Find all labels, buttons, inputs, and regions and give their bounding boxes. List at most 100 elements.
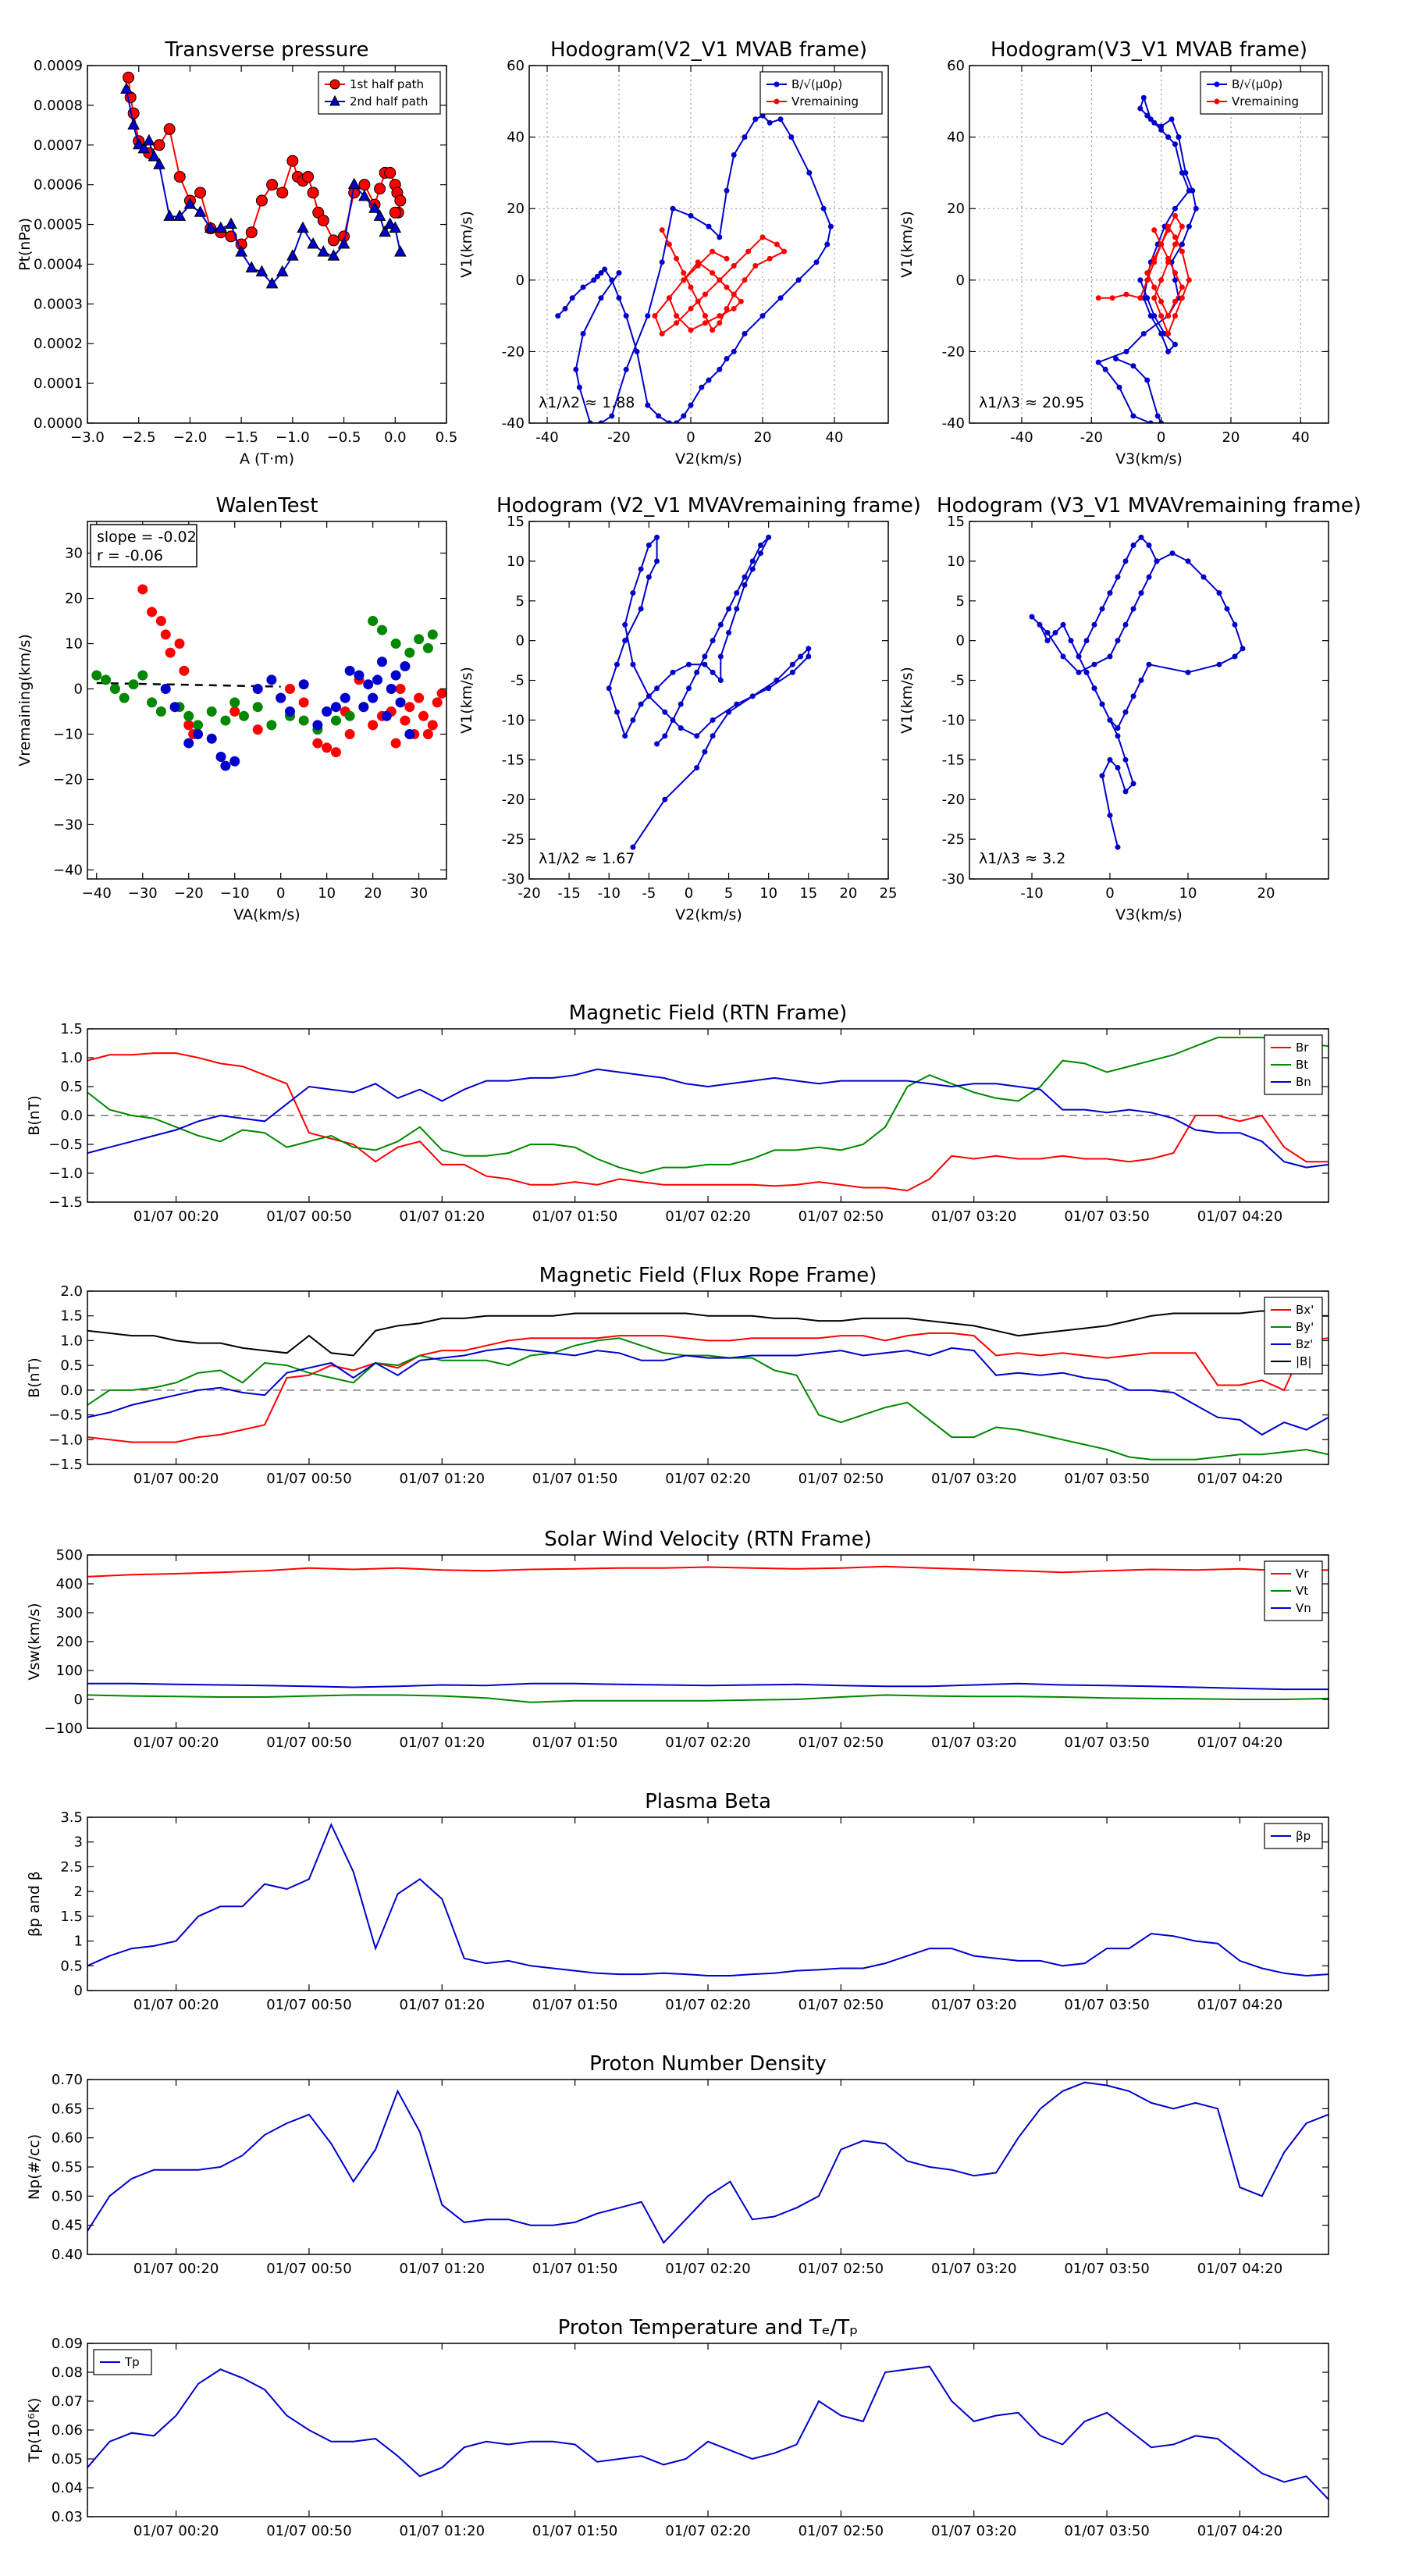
y-tick-label: 0.5: [60, 1357, 83, 1374]
scatter-point: [252, 724, 263, 735]
legend-box: [1264, 1560, 1323, 1621]
y-tick-label: 0: [74, 1692, 83, 1708]
y-tick-label: 5: [956, 593, 965, 610]
data-point: [724, 255, 730, 262]
legend-marker: [774, 81, 780, 87]
x-tick-label: −10: [220, 885, 250, 902]
data-point: [1172, 212, 1178, 219]
data-point: [699, 384, 705, 390]
data-point: [389, 206, 401, 219]
data-point: [781, 248, 788, 254]
y-tick-label: 1.5: [60, 1909, 83, 1925]
y-tick-label: 0.0008: [34, 98, 83, 114]
scatter-point: [414, 692, 425, 703]
x-tick-label: -20: [518, 885, 540, 902]
data-point: [681, 270, 687, 276]
data-point: [569, 295, 575, 301]
data-point: [1216, 590, 1222, 596]
y-tick-label: 20: [947, 201, 965, 217]
x-tick-label: 40: [826, 429, 844, 446]
data-point: [1147, 420, 1154, 423]
series-vremaining-line: [1098, 214, 1190, 336]
x-tick-label: 01/07 03:20: [931, 1208, 1016, 1225]
data-point: [717, 621, 724, 628]
x-tick-label: 01/07 02:50: [799, 1208, 884, 1225]
data-point: [688, 284, 694, 290]
scatter-point: [229, 756, 240, 767]
data-point: [1172, 234, 1178, 240]
data-point: [789, 661, 795, 667]
legend-label: Vt: [1296, 1584, 1308, 1598]
data-point: [710, 733, 716, 739]
data-point: [738, 298, 744, 304]
data-point: [120, 82, 133, 94]
data-point: [789, 669, 795, 675]
series-0-line: [1031, 535, 1244, 848]
plot-frame: [87, 65, 447, 424]
annotation-text: λ1/λ2 ≈ 1.88: [539, 394, 635, 411]
data-point: [368, 201, 381, 213]
data-point: [1091, 621, 1097, 628]
x-tick-label: 0.5: [436, 429, 458, 446]
x-tick-label: 01/07 00:50: [266, 1735, 351, 1751]
data-point: [820, 205, 827, 212]
transverse-pressure-panel: Transverse pressure −3.0 −2.5 −2.0 −1.5 −1.0−…: [16, 38, 457, 468]
series-bt-line: [87, 1037, 1329, 1175]
x-axis-label: VA(km/s): [233, 906, 300, 923]
data-point: [742, 134, 748, 141]
y-tick-label: -20: [502, 792, 525, 808]
data-point: [598, 270, 604, 276]
data-point: [1044, 638, 1051, 644]
x-tick-label: 0: [1157, 429, 1165, 446]
y-tick-label: 0: [956, 272, 965, 289]
data-point: [1109, 295, 1115, 301]
y-tick-label: −1.5: [48, 1457, 83, 1473]
data-point: [1186, 223, 1192, 229]
data-point: [659, 331, 665, 336]
scatter-point: [229, 697, 240, 708]
data-point: [1052, 629, 1058, 635]
data-point: [654, 534, 660, 540]
data-point: [710, 669, 716, 675]
x-tick-label: 10: [318, 885, 336, 902]
series-0-line: [608, 535, 809, 848]
y-tick-label: 200: [56, 1634, 83, 1650]
scatter-point: [220, 715, 231, 726]
x-tick-label: 01/07 03:20: [931, 2523, 1016, 2539]
scatter-point: [183, 710, 194, 721]
data-point: [731, 262, 737, 269]
scatter-point: [381, 710, 392, 721]
legend-label: B/√(μ0ρ): [791, 77, 842, 91]
scatter-point: [91, 670, 102, 681]
y-tick-label: -10: [502, 712, 525, 728]
y-tick-label: 30: [65, 546, 83, 562]
annotation-text: r = -0.06: [97, 547, 163, 564]
data-point: [674, 255, 680, 262]
data-point: [734, 590, 740, 596]
scatter-point: [414, 634, 425, 645]
chart-title: Proton Number Density: [589, 2052, 827, 2076]
y-tick-label: 10: [65, 636, 83, 653]
x-tick-label: 0: [1105, 885, 1114, 902]
plot-frame: [969, 521, 1329, 880]
y-tick-label: −0.5: [48, 1137, 83, 1153]
data-point: [1193, 205, 1199, 212]
y-tick-label: 60: [507, 58, 525, 74]
data-point: [1144, 377, 1151, 383]
y-tick-label: 0.0002: [34, 336, 83, 352]
y-axis-label: B(nT): [26, 1095, 43, 1136]
y-tick-label: -15: [502, 752, 525, 768]
data-point: [358, 179, 371, 191]
data-point: [1122, 788, 1129, 795]
x-tick-label: 30: [410, 885, 428, 902]
data-point: [622, 638, 628, 644]
scatter-point: [368, 720, 379, 731]
x-tick-label: 01/07 04:20: [1197, 1997, 1282, 2013]
y-tick-label: −1.0: [48, 1165, 83, 1182]
data-point: [767, 119, 773, 126]
data-point: [215, 221, 227, 233]
data-point: [774, 678, 780, 684]
scatter-point: [390, 639, 401, 649]
x-tick-label: -5: [642, 885, 656, 902]
data-point: [742, 582, 748, 588]
